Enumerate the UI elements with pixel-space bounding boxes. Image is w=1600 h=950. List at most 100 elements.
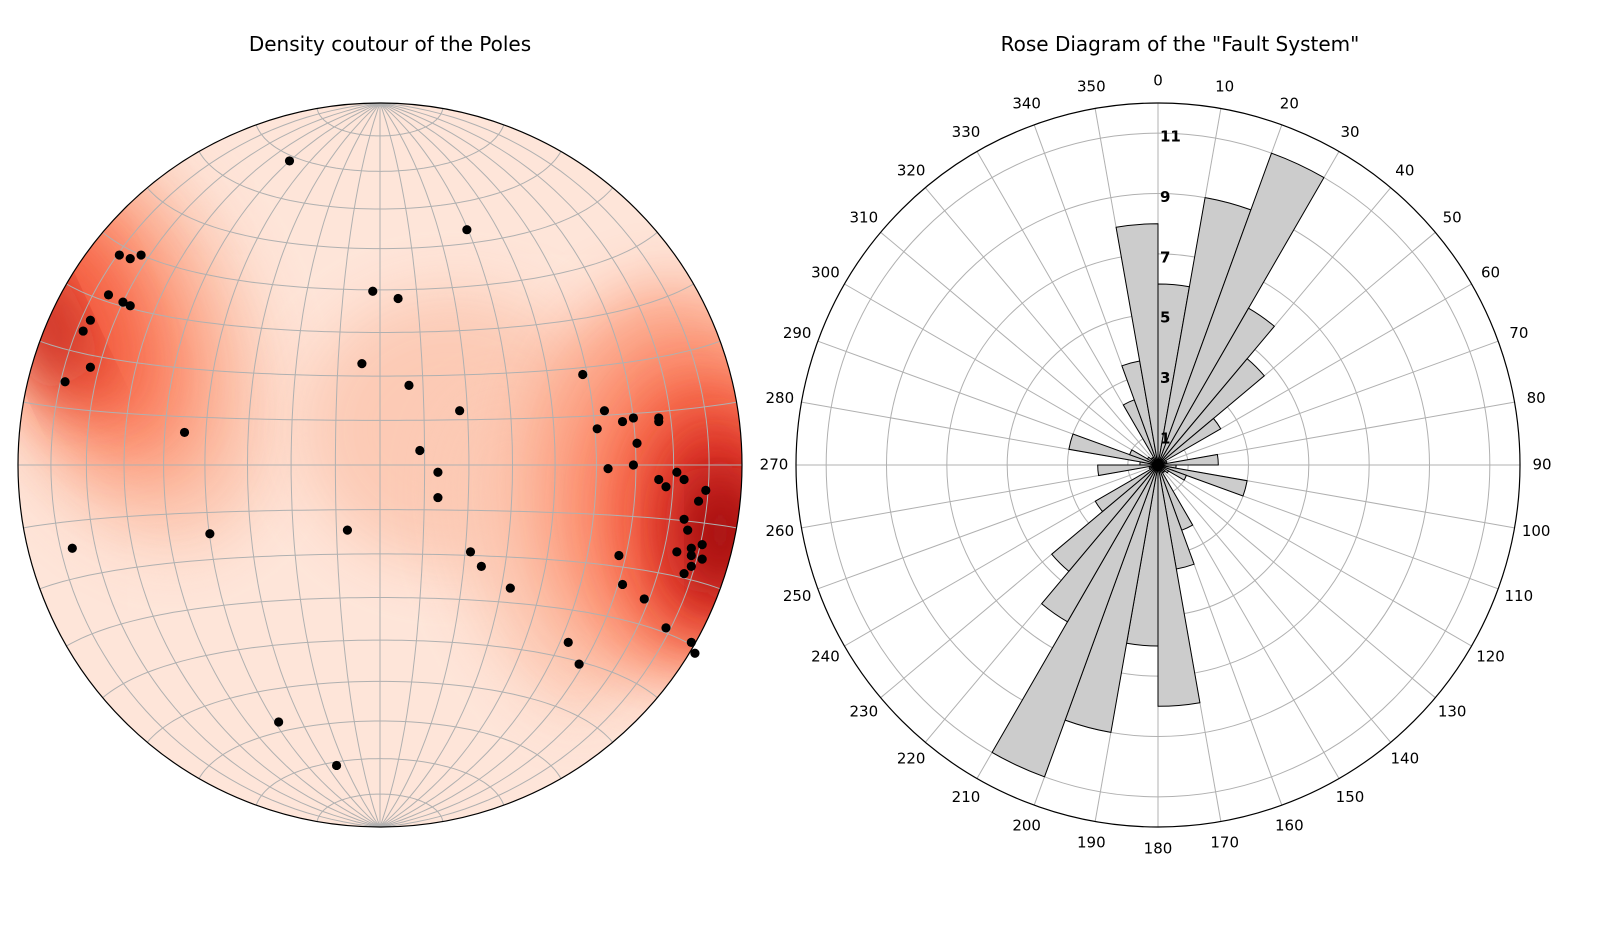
rose-radial-label: 9 bbox=[1160, 188, 1170, 206]
pole-point bbox=[686, 543, 696, 553]
rose-bar bbox=[1122, 399, 1159, 466]
pole-point bbox=[697, 540, 707, 550]
rose-angle-label: 300 bbox=[811, 264, 840, 282]
rose-angle-label: 170 bbox=[1210, 834, 1239, 852]
pole-point bbox=[661, 482, 671, 492]
rose-bar bbox=[1157, 461, 1168, 466]
rose-angle-gridline bbox=[880, 231, 1159, 466]
pole-point bbox=[205, 529, 215, 539]
rose-angle-label: 50 bbox=[1443, 209, 1462, 227]
parallel-line bbox=[255, 124, 505, 172]
rose-angle-label: 130 bbox=[1438, 702, 1467, 720]
rose-angle-gridline bbox=[1033, 124, 1159, 466]
rose-bar bbox=[1157, 464, 1201, 707]
rose-grid bbox=[796, 103, 1520, 827]
rose-bar bbox=[1157, 283, 1190, 466]
rose-angle-label: 100 bbox=[1522, 522, 1551, 540]
pole-points bbox=[60, 156, 711, 771]
rose-bar bbox=[1151, 456, 1159, 466]
pole-point bbox=[78, 326, 88, 336]
pole-point bbox=[578, 369, 588, 380]
pole-point bbox=[67, 543, 77, 553]
parallel-line bbox=[198, 720, 562, 779]
parallel-line bbox=[39, 340, 721, 377]
rose-bar bbox=[1064, 464, 1159, 733]
rose-angle-gridline bbox=[817, 464, 1159, 590]
rose-bar bbox=[1157, 197, 1252, 466]
pole-point bbox=[679, 514, 689, 524]
pole-point bbox=[85, 362, 95, 372]
pole-point bbox=[574, 659, 584, 669]
rose-angle-labels: 0 10 20 30 40 50 60 70 80 90 100 110 120 130 140 150 160… bbox=[760, 72, 1552, 858]
pole-point bbox=[179, 427, 190, 438]
parallel-line bbox=[255, 758, 505, 806]
pole-point bbox=[114, 250, 124, 260]
stereonet-outline bbox=[17, 102, 743, 828]
rose-angle-gridline bbox=[924, 187, 1159, 466]
rose-bar bbox=[1157, 464, 1248, 497]
pole-point bbox=[465, 547, 476, 557]
rose-angle-label: 110 bbox=[1505, 587, 1534, 605]
density-blob-12 bbox=[705, 501, 742, 574]
rose-angle-label: 330 bbox=[952, 123, 981, 141]
stereonet-plot bbox=[17, 102, 743, 828]
parallel-line bbox=[316, 108, 444, 137]
pole-point bbox=[592, 424, 602, 434]
rose-angle-gridline bbox=[1157, 187, 1392, 466]
rose-angle-gridline bbox=[1157, 124, 1283, 466]
rose-angle-label: 320 bbox=[897, 161, 926, 179]
rose-angle-gridline bbox=[1157, 464, 1436, 699]
rose-angle-gridline bbox=[976, 464, 1159, 779]
rose-outline bbox=[795, 102, 1521, 828]
rose-angle-gridline bbox=[1094, 464, 1159, 822]
pole-point bbox=[697, 554, 707, 564]
rose-bar bbox=[1146, 456, 1159, 466]
rose-angle-label: 230 bbox=[850, 702, 879, 720]
rose-bar bbox=[1157, 464, 1187, 481]
rose-bar bbox=[1050, 464, 1159, 573]
pole-point bbox=[433, 467, 443, 477]
rose-bar bbox=[1115, 223, 1159, 466]
rose-bar bbox=[1121, 360, 1159, 466]
rose-angle-label: 200 bbox=[1012, 816, 1041, 834]
parallel-line bbox=[316, 793, 444, 822]
rose-angle-gridline bbox=[801, 401, 1159, 466]
rose-bar bbox=[1148, 464, 1159, 471]
pole-point bbox=[125, 301, 135, 311]
rose-angle-gridline bbox=[1157, 231, 1436, 466]
rose-bar bbox=[1157, 464, 1177, 469]
rose-radial-gridline bbox=[886, 193, 1430, 737]
pole-point bbox=[455, 406, 465, 416]
pole-point bbox=[628, 413, 639, 423]
pole-point bbox=[654, 416, 664, 427]
parallel-line bbox=[102, 231, 658, 291]
rose-angle-gridline bbox=[1157, 340, 1499, 466]
pole-point bbox=[284, 156, 295, 166]
rose-angle-label: 90 bbox=[1532, 456, 1551, 474]
rose-angle-label: 120 bbox=[1476, 648, 1505, 666]
rose-angle-label: 190 bbox=[1077, 834, 1106, 852]
pole-point bbox=[686, 561, 696, 571]
pole-point bbox=[690, 648, 700, 658]
rose-radial-label: 7 bbox=[1160, 248, 1170, 266]
pole-point bbox=[679, 474, 689, 485]
rose-bar bbox=[1157, 464, 1195, 570]
rose-radial-gridline bbox=[1127, 434, 1189, 496]
pole-point bbox=[563, 637, 573, 647]
rose-angle-label: 80 bbox=[1527, 389, 1546, 407]
rose-bar bbox=[991, 464, 1159, 778]
rose-angle-label: 340 bbox=[1012, 95, 1041, 113]
rose-bar bbox=[1157, 357, 1266, 466]
rose-angle-gridline bbox=[1157, 464, 1392, 743]
pole-point bbox=[639, 594, 649, 604]
rose-bar bbox=[1157, 307, 1276, 466]
rose-bar bbox=[1157, 464, 1194, 531]
pole-point bbox=[118, 297, 128, 307]
rose-diagram-title: Rose Diagram of the "Fault System" bbox=[1000, 32, 1360, 56]
rose-angle-gridline bbox=[844, 283, 1159, 466]
pole-point bbox=[433, 492, 443, 503]
rose-bar bbox=[1068, 433, 1159, 466]
pole-point bbox=[628, 460, 639, 470]
parallel-line bbox=[146, 680, 614, 743]
rose-angle-label: 220 bbox=[897, 750, 926, 768]
